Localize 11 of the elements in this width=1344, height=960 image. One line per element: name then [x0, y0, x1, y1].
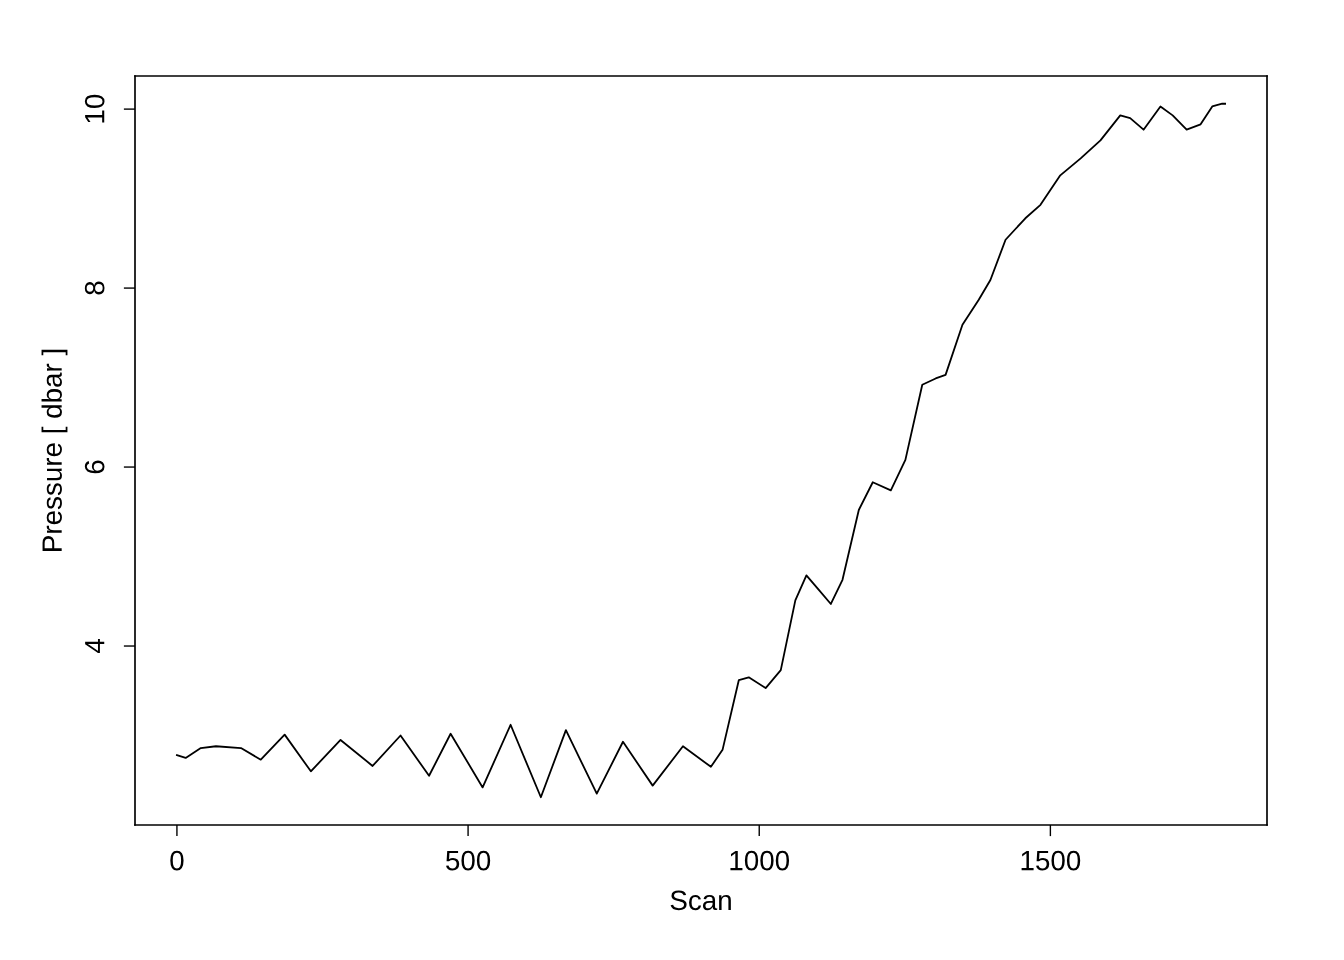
y-axis-title: Pressure [ dbar ] [41, 349, 68, 551]
y-tick-label: 4 [85, 639, 105, 654]
x-tick-label: 1500 [1021, 850, 1081, 871]
y-tick-label: 10 [84, 94, 105, 123]
x-axis-title: Scan [670, 890, 731, 911]
x-tick-label: 1000 [730, 850, 790, 871]
y-tick-label: 8 [84, 281, 105, 295]
x-tick-label: 500 [446, 850, 491, 871]
y-tick-label: 6 [84, 460, 105, 474]
line-series [176, 102, 1226, 799]
x-tick-label: 0 [170, 850, 184, 871]
